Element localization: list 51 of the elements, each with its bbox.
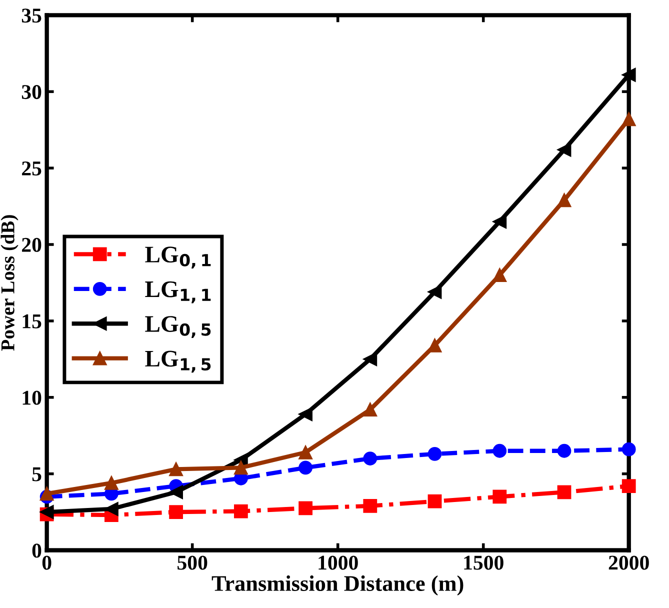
- point: [298, 460, 312, 475]
- point: [622, 442, 636, 456]
- point: [40, 505, 54, 519]
- point: [428, 494, 442, 508]
- point: [492, 214, 507, 229]
- point: [40, 486, 54, 501]
- point: [492, 444, 507, 458]
- legend-label: LG$_{0,1}$: [145, 246, 211, 269]
- x-tick-label: 500: [178, 556, 208, 570]
- point: [622, 112, 636, 126]
- point: [363, 498, 378, 513]
- point: [557, 142, 572, 157]
- x-tick-label: 1500: [464, 556, 504, 570]
- point: [234, 460, 248, 475]
- y-tick-label: 25: [22, 162, 42, 176]
- point: [298, 445, 312, 460]
- point: [492, 268, 507, 282]
- legend-label: LG$_{1,1}$: [145, 281, 211, 304]
- x-tick-label: 0: [42, 556, 52, 570]
- point: [169, 505, 183, 519]
- point: [492, 490, 507, 504]
- point: [557, 193, 572, 208]
- point: [298, 407, 312, 422]
- point: [298, 501, 312, 516]
- point: [557, 444, 572, 458]
- point: [363, 452, 378, 466]
- y-tick-label: 0: [32, 544, 42, 558]
- legend-label: LG$_{1,5}$: [145, 350, 211, 373]
- point: [622, 479, 636, 493]
- point: [169, 462, 183, 476]
- x-tick-label: 1000: [318, 556, 358, 570]
- point: [428, 284, 442, 299]
- point: [363, 352, 378, 366]
- y-tick-label: 30: [22, 85, 42, 100]
- point: [622, 68, 636, 82]
- y-tick-label: 15: [22, 314, 42, 328]
- y-tick-label: 20: [22, 238, 42, 252]
- point: [557, 485, 572, 500]
- point: [428, 338, 442, 352]
- y-tick-label: 35: [22, 8, 42, 23]
- point: [234, 504, 248, 518]
- legend-label: LG$_{0,5}$: [145, 316, 211, 338]
- y-tick-label: 5: [32, 467, 42, 482]
- point: [428, 446, 442, 461]
- x-tick-label: 2000: [608, 556, 649, 570]
- point: [169, 485, 183, 500]
- point: [104, 476, 118, 490]
- y-tick-label: 10: [22, 390, 42, 405]
- y-axis-title: Power Loss (dB): [0, 215, 18, 351]
- x-axis-title: Transmission Distance (m): [212, 575, 464, 596]
- point: [363, 402, 378, 417]
